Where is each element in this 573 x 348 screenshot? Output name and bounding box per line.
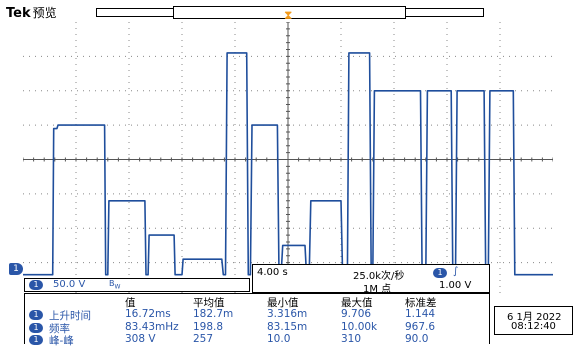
trigger-slope-icon: ∫ (453, 266, 459, 277)
row-min: 10.0 (267, 333, 291, 345)
brand-label: Tek 预览 (6, 4, 57, 21)
header-std: 标准差 (405, 297, 437, 309)
row-mean: 198.8 (193, 321, 224, 333)
acquisition-mode: 预览 (32, 6, 57, 20)
date-label: 6 1月 2022 (507, 312, 562, 323)
row-min: 3.316m (267, 308, 308, 320)
row-value: 83.43mHz (125, 321, 179, 333)
timebase-panel[interactable]: 4.00 s 25.0k次/秒 1M 点 1 ∫ 1.00 V (252, 264, 490, 295)
row-max: 9.706 (341, 308, 372, 320)
header-min: 最小值 (267, 297, 299, 309)
row-channel-badge: 1 (29, 335, 43, 345)
trigger-level: 1.00 V (439, 280, 472, 291)
waveform-graticule (23, 22, 553, 297)
time-label: 08:12:40 (511, 321, 556, 332)
trigger-channel-badge: 1 (433, 268, 447, 278)
row-std: 967.6 (405, 321, 436, 333)
channel-status-strip[interactable]: 1 50.0 V BW (24, 278, 250, 292)
row-std: 1.144 (405, 308, 436, 320)
record-view-window[interactable] (173, 6, 406, 19)
header-mean: 平均值 (193, 297, 225, 309)
row-channel-badge: 1 (29, 323, 43, 333)
row-value: 16.72ms (125, 308, 171, 320)
row-name: 频率 (49, 323, 70, 335)
waveform-trace (23, 52, 553, 276)
row-name: 上升时间 (49, 310, 91, 322)
trigger-position-icon[interactable]: ⧗ (284, 8, 293, 22)
bw-limit-icon: BW (109, 279, 121, 291)
header-max: 最大值 (341, 297, 373, 309)
datetime-display: 6 1月 2022 08:12:40 (494, 306, 573, 335)
brand-logo: Tek (6, 6, 31, 21)
channel-ground-marker-icon[interactable]: 1 (9, 263, 23, 275)
top-bar: Tek 预览 ⧗ (0, 0, 573, 24)
sample-rate: 25.0k次/秒 (353, 271, 405, 282)
row-min: 83.15m (267, 321, 308, 333)
row-name: 峰-峰 (49, 335, 74, 347)
row-value: 308 V (125, 333, 156, 345)
row-mean: 257 (193, 333, 214, 345)
record-length: 1M 点 (363, 284, 392, 295)
time-per-div: 4.00 s (257, 267, 288, 278)
row-std: 90.0 (405, 333, 429, 345)
channel-scale: 50.0 V (53, 279, 86, 290)
measurement-table[interactable]: 值 平均值 最小值 最大值 标准差 1 上升时间 16.72ms 182.7m … (24, 293, 490, 347)
row-max: 10.00k (341, 321, 378, 333)
row-mean: 182.7m (193, 308, 234, 320)
row-channel-badge: 1 (29, 310, 43, 320)
row-max: 310 (341, 333, 362, 345)
header-value: 值 (125, 297, 136, 309)
channel-badge: 1 (29, 280, 43, 290)
